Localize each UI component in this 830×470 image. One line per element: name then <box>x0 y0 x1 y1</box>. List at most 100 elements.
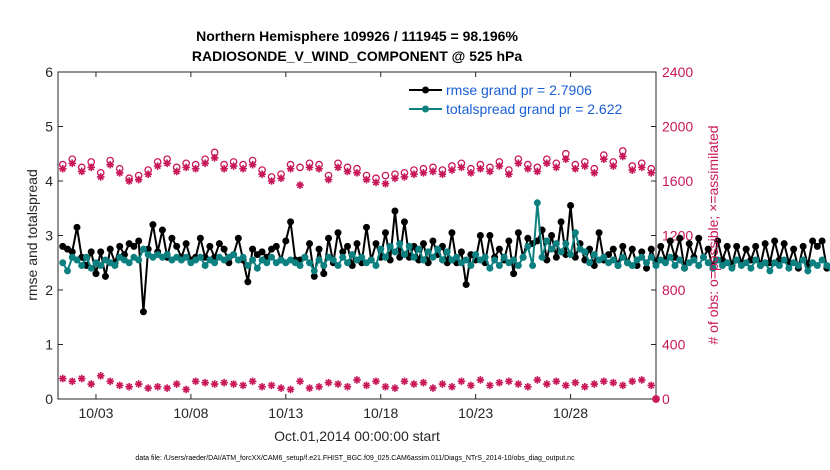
rmse-point <box>334 229 342 237</box>
obs-assimilated-point <box>457 377 466 386</box>
rmse-point <box>647 245 655 253</box>
totalspread-point <box>600 253 608 261</box>
obs-assimilated-point <box>514 159 523 168</box>
totalspread-point <box>548 245 556 253</box>
totalspread-point <box>306 259 314 267</box>
totalspread-point <box>514 261 522 269</box>
totalspread-point <box>728 264 736 272</box>
rmse-point <box>695 234 703 242</box>
totalspread-point <box>495 261 503 269</box>
rmse-point <box>220 245 228 253</box>
rmse-point <box>486 232 494 239</box>
rmse-point <box>476 232 484 239</box>
obs-assimilated-point <box>125 382 133 391</box>
obs-assimilated-point <box>562 381 570 390</box>
obs-assimilated-point <box>400 377 409 386</box>
rmse-point <box>548 232 556 239</box>
obs-assimilated-point <box>220 378 228 387</box>
obs-assimilated-point <box>191 377 200 386</box>
totalspread-point <box>125 259 133 267</box>
rmse-point <box>448 229 456 237</box>
totalspread-point <box>704 259 712 267</box>
totalspread-point <box>462 256 470 264</box>
obs-assimilated-point <box>353 169 361 177</box>
y-axis-label: rmse and totalspread <box>24 169 40 301</box>
y-tick-label: 5 <box>45 119 53 135</box>
totalspread-point <box>581 248 589 256</box>
obs-assimilated-point <box>533 167 542 176</box>
totalspread-point <box>424 248 432 256</box>
rmse-point <box>813 242 821 250</box>
rmse-point <box>818 237 826 245</box>
obs-assimilated-point <box>277 174 285 183</box>
footnote: data file: /Users/raeder/DAI/ATM_forcXX/… <box>135 455 575 462</box>
totalspread-point <box>643 259 651 267</box>
obs-assimilated-point <box>628 166 637 174</box>
obs-assimilated-point <box>87 163 96 172</box>
rmse-point <box>101 272 109 280</box>
rmse-point <box>505 237 513 245</box>
rmse-point <box>135 237 143 245</box>
y-tick-label: 6 <box>45 64 53 80</box>
obs-assimilated-point <box>305 163 314 172</box>
obs-assimilated-point <box>210 154 219 162</box>
obs-assimilated-point <box>220 164 228 173</box>
totalspread-point <box>196 253 204 261</box>
totalspread-point <box>59 259 67 267</box>
totalspread-point <box>230 251 238 259</box>
totalspread-point <box>244 261 252 269</box>
obs-assimilated-point <box>134 175 143 184</box>
totalspread-point <box>510 256 518 264</box>
totalspread-point <box>377 245 385 253</box>
obs-assimilated-point <box>381 382 390 391</box>
x-tick-label: 10/23 <box>458 405 493 421</box>
obs-assimilated-point <box>372 178 380 187</box>
obs-assimilated-point <box>429 167 437 176</box>
rmse-point <box>249 245 257 253</box>
obs-assimilated-point <box>618 152 627 161</box>
rmse-point <box>557 218 565 226</box>
obs-assimilated-point <box>77 374 86 383</box>
totalspread-point <box>538 253 546 261</box>
totalspread-point <box>391 248 399 256</box>
rmse-point <box>771 237 779 245</box>
totalspread-point <box>135 256 143 264</box>
obs-assimilated-point <box>334 380 342 388</box>
obs-assimilated-point <box>324 378 333 387</box>
totalspread-point <box>761 259 769 267</box>
rmse-point <box>733 242 741 250</box>
rmse-point <box>419 240 427 248</box>
obs-assimilated-point <box>486 167 494 176</box>
totalspread-point <box>609 256 617 264</box>
totalspread-point <box>481 253 489 261</box>
rmse-point <box>666 237 674 245</box>
totalspread-point <box>486 264 494 272</box>
obs-assimilated-point <box>476 164 485 173</box>
obs-assimilated-point <box>296 377 304 386</box>
obs-assimilated-point <box>381 179 390 188</box>
totalspread-point <box>97 261 105 269</box>
obs-assimilated-point <box>182 385 190 394</box>
obs-assimilated-point <box>524 164 532 173</box>
obs-assimilated-point <box>362 175 371 184</box>
obs-assimilated-point <box>248 377 257 386</box>
totalspread-point <box>358 253 366 261</box>
plot-frame <box>57 71 657 400</box>
y-tick-label: 4 <box>45 173 53 189</box>
totalspread-point <box>434 245 442 253</box>
rmse-point <box>168 234 176 242</box>
obs-assimilated-point <box>229 380 238 388</box>
obs-assimilated-point <box>267 177 276 185</box>
y-tick-label: 3 <box>45 228 53 244</box>
rmse-point <box>87 248 95 256</box>
obs-assimilated-point <box>618 381 627 390</box>
obs-assimilated-point <box>134 380 143 388</box>
totalspread-point <box>400 251 408 259</box>
y-right-tick-label: 0 <box>662 391 670 407</box>
obs-assimilated-point <box>372 377 380 386</box>
obs-assimilated-point <box>609 162 618 170</box>
obs-assimilated-point <box>590 380 599 388</box>
totalspread-point <box>766 267 774 275</box>
totalspread-point <box>647 253 655 261</box>
obs-assimilated-point <box>562 155 570 163</box>
